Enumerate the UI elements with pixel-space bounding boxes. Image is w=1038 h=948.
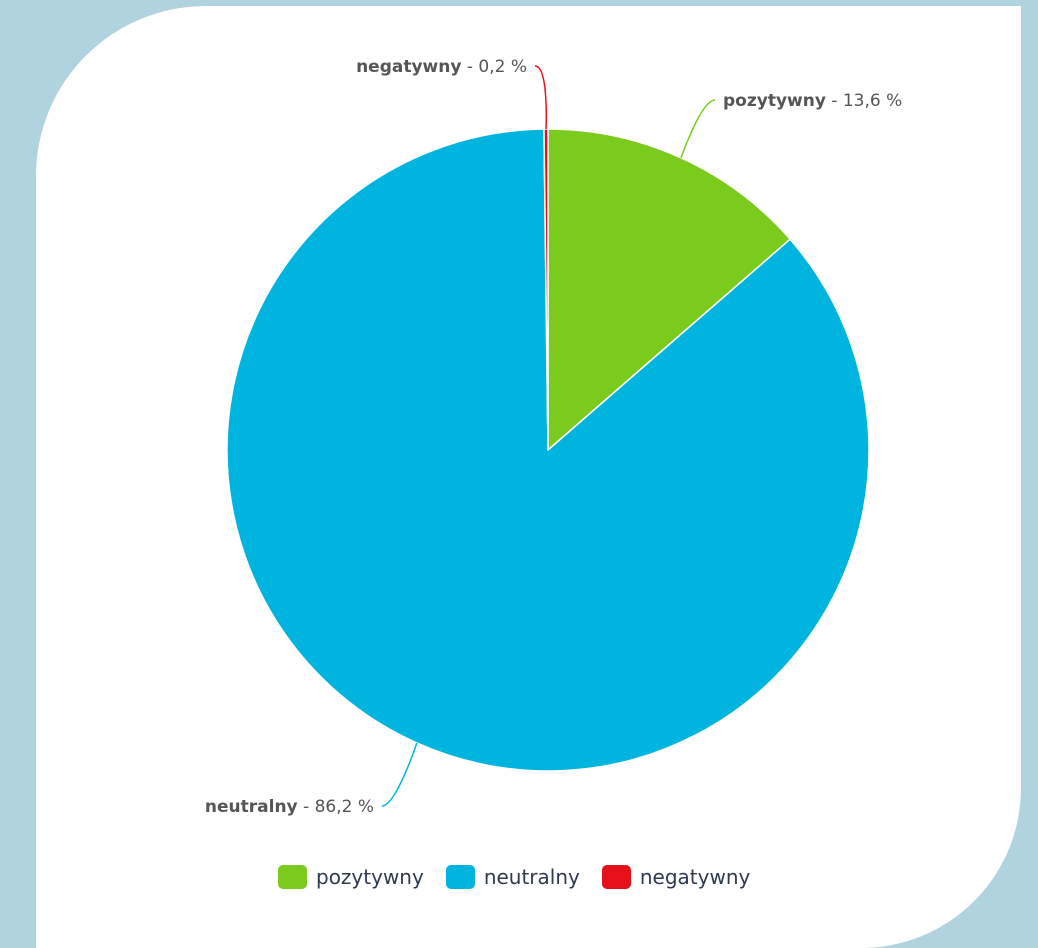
- data-label-neutralny: neutralny - 86,2 %: [205, 797, 374, 817]
- pie-slice-pozytywny[interactable]: [547, 128, 791, 451]
- data-label-name: pozytywny: [723, 91, 826, 111]
- legend-item-pozytywny[interactable]: pozytywny: [278, 865, 424, 889]
- data-label-connector-neutralny: [381, 742, 418, 807]
- legend-swatch: [278, 865, 307, 889]
- legend-item-neutralny[interactable]: neutralny: [445, 865, 580, 889]
- data-label-value: - 0,2 %: [461, 57, 527, 77]
- data-label-pozytywny: pozytywny - 13,6 %: [723, 91, 902, 111]
- data-labels: pozytywny - 13,6 % neutralny - 86,2 % nega…: [205, 57, 902, 817]
- data-label-negatywny: negatywny - 0,2 %: [356, 57, 527, 77]
- data-label-name: negatywny: [356, 57, 461, 77]
- pie-slices: [226, 128, 870, 772]
- data-label-connectors: [381, 65, 716, 807]
- data-label-name: neutralny: [205, 797, 298, 817]
- data-label-value: - 86,2 %: [298, 797, 374, 817]
- legend: pozytywny neutralny negatywny: [278, 865, 772, 889]
- legend-swatch: [445, 865, 475, 889]
- legend-label: negatywny: [639, 865, 751, 889]
- data-label-connector-negatywny: [534, 65, 547, 130]
- data-label-connector-pozytywny: [680, 99, 716, 159]
- legend-label: pozytywny: [316, 865, 424, 889]
- data-label-value: - 13,6 %: [826, 91, 902, 111]
- legend-swatch: [601, 865, 631, 889]
- legend-item-negatywny[interactable]: negatywny: [601, 865, 751, 889]
- legend-label: neutralny: [483, 865, 580, 889]
